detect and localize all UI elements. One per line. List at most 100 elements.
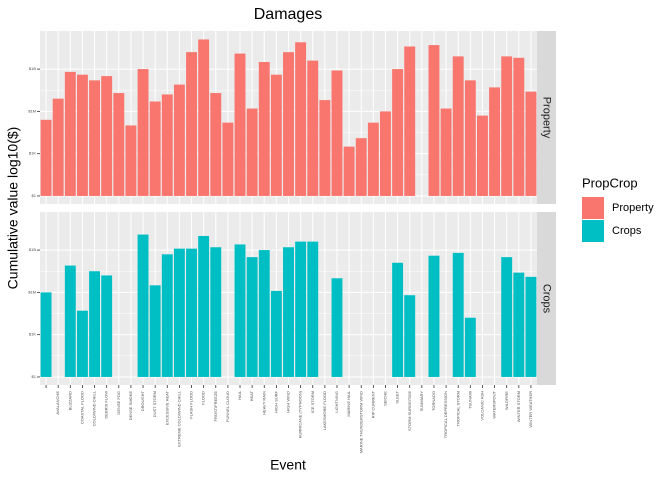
- bar: [380, 111, 391, 196]
- bar: [76, 310, 88, 377]
- x-tick-label: HIGH WIND: [286, 391, 291, 413]
- x-tick-label: HEAT: [249, 390, 254, 401]
- x-axis-label: Event: [270, 457, 306, 473]
- bar: [246, 108, 258, 196]
- bar: [234, 244, 246, 377]
- x-tick-label: TORNADO: [431, 391, 436, 411]
- bar: [476, 115, 488, 196]
- legend-label: Property: [612, 202, 654, 214]
- chart-title: Damages: [254, 6, 322, 23]
- bar: [76, 74, 88, 196]
- x-tick-label: AVALANCHE: [55, 391, 60, 415]
- x-tick-label: WILDFIRE: [504, 391, 509, 410]
- bar: [222, 122, 234, 196]
- x-tick-label: FROST/FREEZE: [213, 391, 218, 422]
- y-axis-label: Cumulative value log10($): [5, 127, 21, 290]
- bar: [392, 69, 404, 196]
- bar: [89, 271, 101, 377]
- bar: [295, 241, 307, 377]
- x-tick-label: HIGH SURF: [273, 390, 278, 413]
- bar: [186, 52, 197, 196]
- x-tick-label: FUNNEL CLOUD: [225, 391, 230, 422]
- x-tick-label: COASTAL FLOOD: [79, 391, 84, 424]
- x-tick-label: HAIL: [237, 390, 242, 400]
- x-tick-label: EXCESSIVE HEAT: [164, 390, 169, 425]
- x-tick-label: HEAVY RAIN: [261, 391, 266, 415]
- x-tick-label: DEBRIS FLOW: [104, 391, 109, 419]
- facet-strip: [537, 212, 556, 385]
- bar: [464, 80, 476, 196]
- bar: [246, 257, 258, 377]
- y-tick-label: $1: [32, 193, 37, 198]
- bar: [198, 235, 210, 377]
- bar: [52, 98, 64, 196]
- bar: [452, 252, 464, 377]
- y-tick-label: $1K: [29, 332, 36, 337]
- legend-swatch: [582, 220, 604, 242]
- x-tick-label: TROPICAL DEPRESSION: [443, 391, 448, 438]
- bar: [149, 285, 161, 377]
- bar: [283, 247, 294, 377]
- x-tick-label: LAKESHORE FLOOD: [322, 391, 327, 430]
- bar: [331, 278, 343, 377]
- x-tick-label: WATERSPOUT: [492, 390, 497, 418]
- x-tick-label: MARINE THUNDERSTORM WIND: [358, 391, 363, 453]
- bar: [319, 100, 331, 196]
- bar: [173, 248, 185, 377]
- bar: [234, 53, 246, 196]
- x-tick-label: DUST STORM: [152, 391, 157, 417]
- facet-strip: [537, 31, 556, 204]
- bar: [501, 257, 513, 377]
- bar: [513, 272, 525, 377]
- x-tick-label: RIP CURRENT: [370, 390, 375, 418]
- x-tick-label: VOLCANIC ASH: [480, 391, 485, 421]
- bar: [307, 241, 319, 377]
- x-tick-label: DENSE FOG: [116, 391, 121, 415]
- bar: [210, 93, 222, 196]
- x-tick-label: HURRICANE (TYPHOON): [298, 390, 303, 438]
- x-tick-label: TROPICAL STORM: [455, 391, 460, 426]
- bar: [186, 248, 197, 377]
- bar: [283, 52, 294, 196]
- y-tick-label: $1B: [29, 247, 36, 252]
- legend-label: Crops: [612, 225, 642, 237]
- bar: [489, 87, 501, 196]
- bar: [525, 276, 537, 377]
- bar: [40, 292, 52, 377]
- bar: [525, 91, 537, 196]
- bar: [113, 93, 125, 196]
- x-tick-label: WINTER STORM: [516, 391, 521, 422]
- x-tick-label: DROUGHT: [140, 390, 145, 411]
- bar: [210, 247, 222, 377]
- x-tick-label: ICE STORM: [310, 391, 315, 413]
- bar: [64, 265, 76, 377]
- bar: [404, 46, 416, 196]
- x-tick-label: WINTER WEATHER: [528, 391, 533, 428]
- bar: [101, 275, 113, 377]
- bar: [307, 60, 319, 196]
- bar: [40, 119, 52, 196]
- bar: [137, 69, 149, 196]
- bar: [392, 262, 404, 377]
- bar: [355, 138, 367, 196]
- x-tick-label: EXTREME COLD/WIND CHILL: [176, 390, 181, 447]
- x-tick-label: SUMMARY: [419, 391, 424, 412]
- x-tick-label: SLEET: [395, 390, 400, 403]
- bar: [258, 62, 270, 196]
- bar: [149, 101, 161, 196]
- bar: [404, 295, 416, 377]
- bar: [428, 45, 440, 196]
- bar: [161, 254, 173, 377]
- bar: [161, 94, 173, 196]
- legend-swatch: [582, 197, 604, 219]
- legend-title: PropCrop: [582, 175, 638, 190]
- bar: [452, 56, 464, 196]
- facet-label: Property: [541, 97, 553, 139]
- x-tick-label: LIGHTNING: [334, 391, 339, 413]
- bar: [270, 290, 282, 377]
- bar: [64, 71, 76, 196]
- bar: [258, 250, 270, 377]
- x-tick-label: COLD/WIND CHILL: [92, 390, 97, 426]
- bar: [173, 84, 185, 196]
